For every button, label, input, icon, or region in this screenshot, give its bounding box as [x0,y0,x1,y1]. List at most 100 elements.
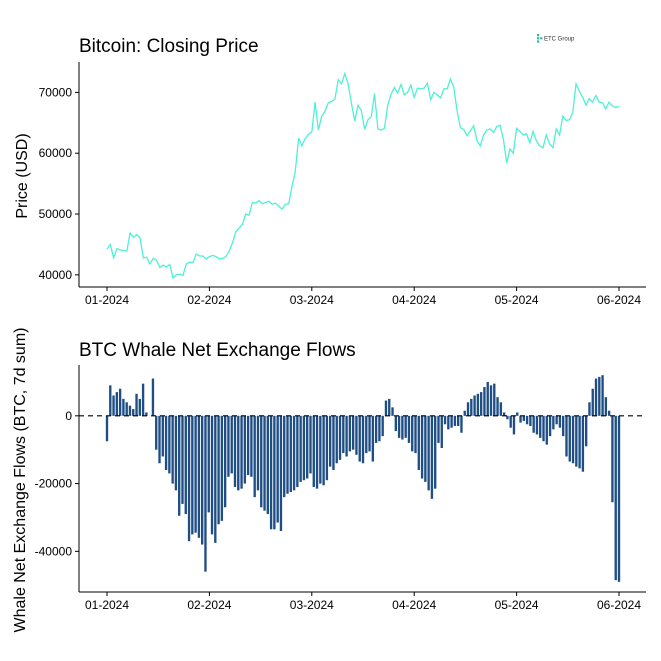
flow-bar [447,415,450,430]
flow-bar [506,415,509,420]
flow-bar [335,415,338,464]
flow-bar [138,398,141,416]
flows-y-ticks: -40000 -20000 0 [35,409,79,558]
flow-bar [466,402,470,416]
flow-bar [588,402,591,416]
flow-bar [407,415,411,443]
flow-bar [581,415,585,472]
flow-bar [329,415,332,467]
flow-bar [155,415,158,450]
flow-bar [479,392,483,416]
price-x-tick-label: 06-2024 [597,293,641,307]
flow-bar [161,415,164,457]
flow-bar [112,395,115,416]
logo-mark-icon [540,37,543,40]
flow-bar [437,415,440,443]
flow-bar [443,415,447,425]
flow-bar [342,415,345,454]
flow-bar [240,415,243,489]
flow-bar [368,415,371,452]
flow-bar [565,415,568,457]
flow-bar [279,415,283,532]
flow-bar [322,415,325,486]
price-y-tick-label: 60000 [39,146,73,160]
flow-bar [378,415,381,442]
flow-bar [178,415,181,516]
flow-bar [529,415,532,426]
flow-bar [204,415,207,572]
flows-y-tick-label: -20000 [35,477,73,491]
flow-bar [237,415,240,491]
flow-bar [411,415,414,452]
flow-bar [611,415,614,503]
flow-bar [502,412,506,416]
flow-bar [135,393,138,416]
flow-bar [460,415,463,433]
flow-bar [332,415,335,471]
logo-mark-icon [537,37,540,40]
flow-bar [230,415,233,474]
flow-bar [227,415,230,477]
price-chart: Bitcoin: Closing Price Price (USD) 40000… [14,36,646,307]
flow-bar [450,415,453,428]
flow-bar [243,415,247,484]
flows-chart-title: BTC Whale Net Exchange Flows [79,340,356,361]
flow-bar [207,415,210,513]
flow-bar [470,398,473,416]
flow-bar [489,385,493,416]
flow-bar [391,407,394,416]
flow-bar [355,415,358,455]
flow-bar [604,397,608,416]
price-y-tick-label: 40000 [39,268,73,282]
price-x-ticks: 01-2024 02-2024 03-2024 04-2024 05-2024 06-20… [85,287,641,307]
flow-bar [476,393,480,416]
flow-bar [575,415,578,467]
flows-x-tick-label: 05-2024 [495,598,539,612]
flow-bar [266,415,269,515]
flow-bar [562,415,565,437]
flows-bars [105,375,621,582]
flow-bar [509,415,512,428]
flow-bar [118,388,122,416]
flow-bar [309,415,312,474]
flow-bar [617,415,621,582]
flows-x-tick-label: 02-2024 [187,598,231,612]
flow-bar [197,415,201,538]
price-y-tick-label: 70000 [39,85,73,99]
flow-bar [568,415,571,462]
flows-x-tick-label: 03-2024 [290,598,334,612]
flow-bar [302,415,306,481]
flow-bar [614,415,617,581]
flow-bar [440,415,443,449]
flow-bar [371,415,375,462]
flow-bar [601,375,604,416]
flow-bar [276,415,279,523]
flow-bar [132,409,135,416]
flow-bar [345,415,348,457]
price-series-line [106,71,620,280]
flow-bar [365,415,368,454]
flow-bar [535,415,539,435]
flow-bar [194,415,197,533]
flow-bar [217,415,220,525]
flow-bar [542,415,545,442]
flow-bar [427,415,430,491]
flow-bar [289,415,292,493]
flow-bar [292,415,296,491]
flow-bar [201,415,204,545]
flow-bar [463,410,466,416]
price-y-ticks: 40000 50000 60000 70000 [39,85,79,282]
flow-bar [519,415,522,423]
flow-bar [250,415,253,477]
flow-bar [164,415,168,471]
price-x-tick-label: 02-2024 [187,293,231,307]
flows-x-ticks: 01-2024 02-2024 03-2024 04-2024 05-2024 06-20… [85,592,641,612]
flow-bar [283,415,286,498]
flow-bar [417,415,420,471]
flow-bar [424,415,427,482]
flow-bar [187,415,191,542]
flow-bar [214,415,217,543]
flow-bar [512,415,516,435]
